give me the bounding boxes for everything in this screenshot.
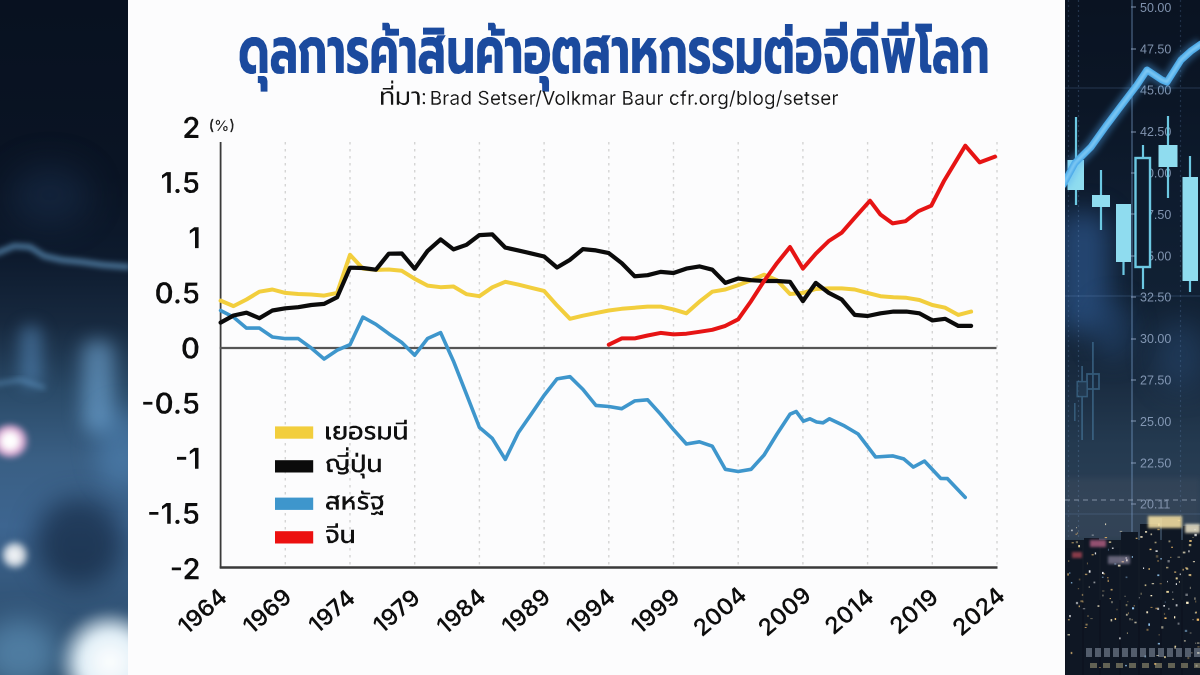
svg-text:42.50: 42.50 [1140, 125, 1171, 139]
svg-text:47.50: 47.50 [1140, 42, 1171, 56]
svg-text:32.50: 32.50 [1140, 291, 1171, 305]
svg-text:30.00: 30.00 [1140, 332, 1171, 346]
svg-text:27.50: 27.50 [1140, 374, 1171, 388]
svg-text:25.00: 25.00 [1140, 415, 1171, 429]
svg-text:50.00: 50.00 [1140, 1, 1171, 15]
svg-text:22.50: 22.50 [1140, 456, 1171, 470]
